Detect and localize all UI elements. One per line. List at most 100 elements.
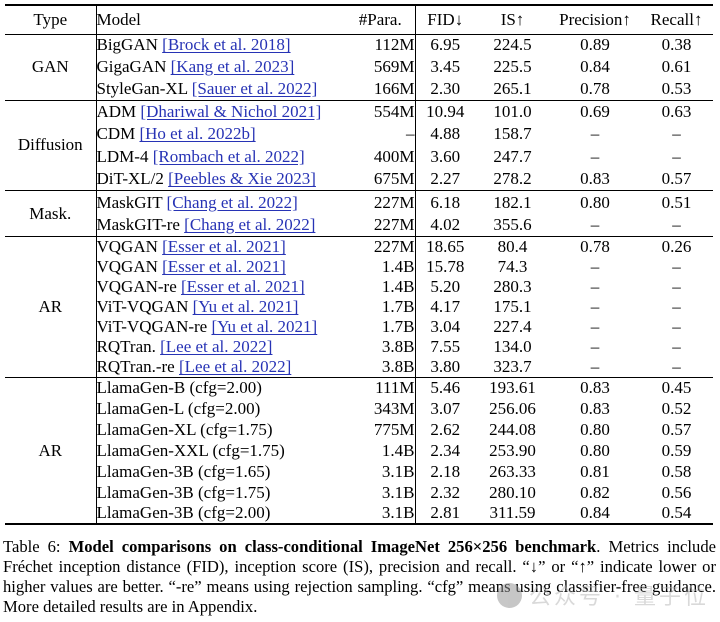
para-cell: 1.4B bbox=[381, 257, 415, 277]
citation-link[interactable]: [Esser et al. 2021] bbox=[181, 277, 305, 297]
citation-link[interactable]: [Lee et al. 2022] bbox=[160, 337, 273, 357]
fid-cell: 2.81 bbox=[414, 503, 475, 525]
model-cell: LlamaGen-3B (cfg=1.65) bbox=[95, 461, 346, 483]
citation-link[interactable]: [Peebles & Xie 2023] bbox=[168, 169, 316, 189]
is-cell: 74.3 bbox=[497, 257, 528, 277]
para-cell: 111M bbox=[346, 377, 415, 399]
citation-link[interactable]: [Lee et al. 2022] bbox=[178, 357, 292, 377]
model-name: GigaGAN bbox=[96, 57, 167, 76]
para-cell: – bbox=[406, 124, 415, 144]
precision-cell: 0.84 bbox=[580, 503, 610, 523]
model-cell: VQGAN-re [Esser et al. 2021] bbox=[95, 277, 346, 298]
fid-cell: 5.46 bbox=[414, 377, 475, 399]
precision-cell: – bbox=[590, 146, 600, 166]
type-cell: AR bbox=[5, 236, 96, 378]
fid-cell: 4.17 bbox=[414, 297, 475, 318]
recall-cell: 0.45 bbox=[640, 377, 713, 399]
is-cell: 280.3 bbox=[493, 277, 532, 297]
is-cell: 278.2 bbox=[493, 169, 532, 189]
para-cell: 675M bbox=[373, 169, 415, 189]
model-cell: ViT-VQGAN [Yu et al. 2021] bbox=[95, 297, 346, 318]
model-cell: LDM-4 [Rombach et al. 2022] bbox=[95, 145, 346, 169]
citation-link[interactable]: [Brock et al. 2018] bbox=[162, 35, 291, 55]
model-name: DiT-XL/2 bbox=[96, 169, 164, 189]
is-cell: 101.0 bbox=[475, 99, 550, 123]
is-cell: 247.7 bbox=[493, 146, 532, 166]
model-name: ViT-VQGAN bbox=[96, 297, 189, 317]
citation-link[interactable]: [Sauer et al. 2022] bbox=[191, 78, 318, 98]
precision-cell: – bbox=[590, 337, 600, 357]
model-cell: LlamaGen-XL (cfg=1.75) bbox=[95, 419, 346, 441]
table-row: LlamaGen-XL (cfg=1.75) 775M 2.62 244.08 0.80… bbox=[5, 419, 713, 441]
type-cell: Mask. bbox=[5, 190, 96, 237]
citation-link[interactable]: [Esser et al. 2021] bbox=[162, 257, 286, 277]
is-cell: 253.90 bbox=[489, 440, 536, 460]
citation-link[interactable]: [Esser et al. 2021] bbox=[162, 237, 286, 257]
recall-cell: 0.54 bbox=[661, 503, 692, 523]
table-row: Mask. MaskGIT [Chang et al. 2022] 227M 6.18… bbox=[5, 190, 713, 237]
recall-cell: – bbox=[672, 146, 681, 166]
fid-cell: 7.55 bbox=[414, 337, 475, 358]
caption-bold-title: Model comparisons on class-conditional I… bbox=[68, 537, 597, 556]
precision-cell: – bbox=[590, 124, 600, 144]
model-cell: CDM [Ho et al. 2022b] bbox=[95, 122, 346, 146]
precision-cell: 0.80 bbox=[580, 419, 610, 439]
citation-link[interactable]: [Chang et al. 2022] bbox=[184, 215, 316, 234]
model-name: LlamaGen-L (cfg=2.00) bbox=[96, 399, 261, 419]
para-cell: 1.4B bbox=[381, 277, 415, 297]
model-name: LlamaGen-B (cfg=2.00) bbox=[96, 378, 262, 398]
model-cell: ADM [Dhariwal & Nichol 2021] bbox=[95, 99, 346, 123]
model-cell: LlamaGen-B (cfg=2.00) bbox=[95, 377, 346, 399]
para-cell: 112M bbox=[346, 33, 415, 56]
model-cell: VQGAN [Esser et al. 2021] bbox=[95, 236, 346, 258]
citation-link[interactable]: [Kang et al. 2023] bbox=[170, 57, 295, 76]
fid-cell: 2.27 bbox=[414, 168, 475, 191]
para-cell: 227M bbox=[346, 190, 415, 214]
para-cell: 3.8B bbox=[381, 337, 415, 357]
fid-cell: 6.95 bbox=[414, 33, 475, 56]
precision-cell: – bbox=[590, 357, 600, 377]
table-row: GAN BigGAN [Brock et al. 2018] 112M 6.95 224… bbox=[5, 33, 713, 100]
para-cell: 3.1B bbox=[381, 461, 415, 481]
model-name: LlamaGen-3B (cfg=1.75) bbox=[96, 482, 271, 502]
citation-link[interactable]: [Ho et al. 2022b] bbox=[139, 124, 256, 144]
model-cell: LlamaGen-XXL (cfg=1.75) bbox=[95, 440, 346, 462]
is-cell: 225.5 bbox=[493, 57, 532, 76]
model-name: LlamaGen-XXL (cfg=1.75) bbox=[96, 440, 285, 460]
para-cell: 3.1B bbox=[381, 503, 415, 523]
citation-link[interactable]: [Rombach et al. 2022] bbox=[152, 146, 305, 166]
citation-link[interactable]: [Dhariwal & Nichol 2021] bbox=[140, 101, 322, 121]
column-header-is: IS↑ bbox=[500, 9, 525, 29]
header-row: Type Model #Para. FID↓ IS↑ Precision↑ Recall↑ bbox=[5, 5, 713, 34]
citation-link[interactable]: [Yu et al. 2021] bbox=[192, 297, 299, 317]
para-cell: 1.7B bbox=[381, 297, 415, 317]
recall-cell: – bbox=[672, 297, 681, 317]
precision-cell: 0.78 bbox=[550, 236, 640, 258]
recall-cell: 0.53 bbox=[661, 78, 692, 98]
model-name: MaskGIT bbox=[96, 192, 163, 212]
table-row: VQGAN-re [Esser et al. 2021] 1.4B 5.20 280.… bbox=[5, 277, 713, 298]
precision-cell: 0.83 bbox=[550, 377, 640, 399]
table-row: LlamaGen-3B (cfg=2.00) 3.1B 2.81 311.59 0.84… bbox=[5, 503, 713, 525]
column-header-para: #Para. bbox=[358, 9, 402, 29]
fid-cell: 15.78 bbox=[414, 257, 475, 278]
precision-cell: 0.80 bbox=[550, 190, 640, 214]
column-header-type: Type bbox=[33, 9, 68, 29]
precision-cell: – bbox=[590, 257, 600, 277]
table-row: MaskGIT-re [Chang et al. 2022] 227M 4.02 35… bbox=[5, 213, 713, 237]
fid-cell: 2.62 bbox=[414, 419, 475, 441]
fid-cell: 2.34 bbox=[414, 440, 475, 462]
model-cell: GigaGAN [Kang et al. 2023] bbox=[95, 56, 346, 78]
recall-cell: 0.26 bbox=[640, 236, 713, 258]
fid-cell: 6.18 bbox=[414, 190, 475, 214]
citation-link[interactable]: [Chang et al. 2022] bbox=[166, 192, 298, 212]
citation-link[interactable]: [Yu et al. 2021] bbox=[211, 317, 318, 337]
results-table: Type Model #Para. FID↓ IS↑ Precision↑ Recall↑ … bbox=[5, 4, 713, 526]
para-cell: 3.8B bbox=[381, 357, 415, 377]
table-row: ViT-VQGAN [Yu et al. 2021] 1.7B 4.17 175.1 –… bbox=[5, 297, 713, 318]
is-cell: 193.61 bbox=[475, 377, 550, 399]
para-cell: 1.7B bbox=[381, 317, 415, 337]
model-cell: LlamaGen-3B (cfg=1.75) bbox=[95, 482, 346, 504]
table-row: LlamaGen-XXL (cfg=1.75) 1.4B 2.34 253.90 0.8… bbox=[5, 440, 713, 462]
para-cell: 569M bbox=[373, 57, 415, 76]
